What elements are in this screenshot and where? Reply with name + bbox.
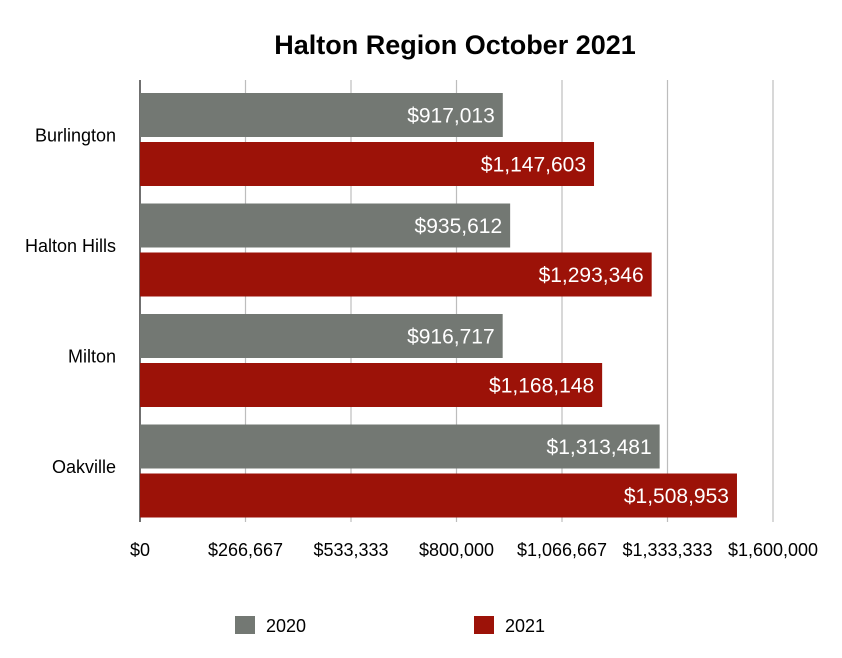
bar-2021 — [140, 473, 737, 518]
legend-label: 2020 — [266, 616, 306, 636]
legend-swatch — [474, 616, 494, 634]
legend: 2020 2021 — [235, 616, 545, 636]
bar-2021 — [140, 252, 652, 297]
bar-value-label: $1,293,346 — [539, 264, 644, 287]
bar-value-label: $935,612 — [415, 215, 503, 238]
category-label: Burlington — [35, 125, 116, 145]
legend-item-2020: 2020 — [235, 616, 306, 636]
legend-swatch — [235, 616, 255, 634]
category-label: Halton Hills — [25, 236, 116, 256]
x-tick-label: $0 — [130, 540, 150, 560]
x-tick-label: $800,000 — [419, 540, 494, 560]
bar-2021 — [140, 363, 603, 407]
bar-2020 — [140, 424, 660, 469]
category-label: Oakville — [52, 457, 116, 477]
bar-value-label: $916,717 — [407, 326, 495, 349]
bar-2020 — [140, 93, 503, 137]
x-tick-label: $266,667 — [208, 540, 283, 560]
legend-label: 2021 — [505, 616, 545, 636]
x-tick-label: $1,600,000 — [728, 540, 818, 560]
bar-value-label: $917,013 — [407, 105, 495, 128]
bar-value-label: $1,147,603 — [481, 154, 586, 177]
bar-value-label: $1,168,148 — [489, 375, 594, 398]
bar-2020 — [140, 314, 503, 358]
x-tick-label: $1,333,333 — [622, 540, 712, 560]
legend-item-2021: 2021 — [474, 616, 545, 636]
x-axis-tick-labels: $0 $266,667 $533,333 $800,000 $1,066,667 $1,3… — [130, 540, 818, 560]
x-tick-label: $1,066,667 — [517, 540, 607, 560]
category-label: Milton — [68, 346, 116, 366]
category-labels: Burlington Halton Hills Milton Oakville — [25, 125, 116, 477]
bar-2021 — [140, 142, 595, 186]
bar-value-label: $1,313,481 — [547, 436, 652, 459]
bar-value-label: $1,508,953 — [624, 485, 729, 508]
bars: $917,013 $1,147,603 $935,612 $1,293,346 $916… — [140, 93, 737, 518]
bar-2020 — [140, 203, 511, 248]
x-tick-label: $533,333 — [313, 540, 388, 560]
chart-title: Halton Region October 2021 — [274, 30, 636, 60]
